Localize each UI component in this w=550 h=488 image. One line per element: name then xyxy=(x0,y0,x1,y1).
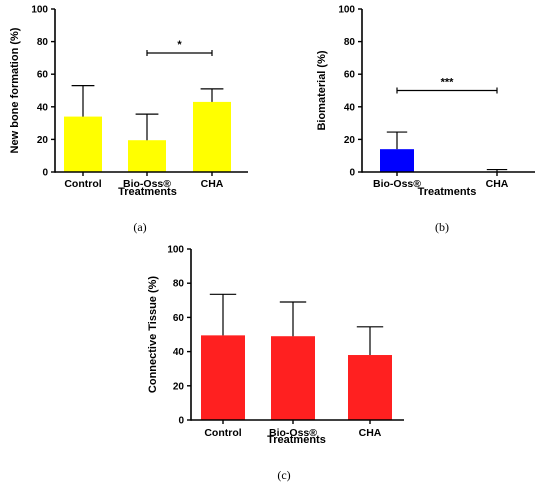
y-tick-label: 60 xyxy=(37,70,49,81)
bar-biooss xyxy=(271,336,315,420)
x-tick-label: CHA xyxy=(201,178,224,190)
x-tick-label: Bio-Oss® xyxy=(123,178,171,190)
x-tick-label: CHA xyxy=(359,427,382,439)
y-tick-label: 80 xyxy=(37,37,49,48)
y-tick-label: 100 xyxy=(338,5,355,16)
panel-c-connective-tissue-chart: 0 20 40 60 80 100 Control Bio-Oss® CHA Connective… xyxy=(147,245,404,482)
y-tick-label: 40 xyxy=(37,102,49,113)
error-bar xyxy=(200,88,224,102)
significance-bracket xyxy=(396,87,498,94)
panel-label: (c) xyxy=(277,468,290,482)
significance-marker: * xyxy=(177,39,182,51)
x-axis-title: Treatments xyxy=(418,186,477,198)
x-axis-title: Treatments xyxy=(118,186,177,198)
x-axis-title: Treatments xyxy=(267,434,326,446)
significance-marker: *** xyxy=(441,77,455,89)
y-tick-label: 0 xyxy=(349,168,355,179)
bar-cha xyxy=(348,355,392,420)
panel-label: (b) xyxy=(435,220,449,234)
bar-biooss xyxy=(128,140,166,172)
y-tick-label: 60 xyxy=(173,313,185,324)
y-tick-label: 80 xyxy=(173,279,185,290)
y-tick-label: 100 xyxy=(31,5,48,16)
y-tick-label: 40 xyxy=(344,102,356,113)
x-tick-label: Bio-Oss® xyxy=(269,427,317,439)
error-bar xyxy=(356,326,384,356)
bar-cha xyxy=(193,101,231,172)
error-bar xyxy=(209,293,237,336)
panel-b-biomaterial-chart: 0 20 40 60 80 100 Bio-Oss® CHA *** Biomaterial (%… xyxy=(316,5,535,234)
x-tick-label: CHA xyxy=(486,178,509,190)
y-tick-label: 40 xyxy=(173,347,185,358)
y-tick-label: 100 xyxy=(167,245,184,256)
y-tick-label: 60 xyxy=(344,70,356,81)
x-tick-label: Bio-Oss® xyxy=(373,178,421,190)
bar-control xyxy=(201,335,245,420)
error-bar xyxy=(386,131,408,150)
y-tick-label: 20 xyxy=(344,135,356,146)
y-axis-title: New bone formation (%) xyxy=(9,27,21,153)
y-tick-label: 20 xyxy=(173,381,185,392)
panel-a-new-bone-formation-chart: 0 20 40 60 80 100 Control Bio-Oss® CHA * New bone … xyxy=(9,5,248,234)
significance-bracket xyxy=(146,50,213,57)
y-tick-label: 80 xyxy=(344,37,356,48)
panel-label: (a) xyxy=(133,220,146,234)
x-tick-label: Control xyxy=(204,427,241,439)
error-bar xyxy=(135,113,159,141)
x-tick-label: Control xyxy=(64,178,101,190)
error-bar xyxy=(279,301,307,337)
bar-control xyxy=(64,116,102,172)
bar-biooss xyxy=(380,149,414,172)
y-axis-title: Biomaterial (%) xyxy=(316,50,328,130)
y-tick-label: 0 xyxy=(42,168,48,179)
y-tick-label: 0 xyxy=(178,416,184,427)
y-axis-title: Connective Tissue (%) xyxy=(147,276,159,393)
error-bar xyxy=(71,85,95,117)
y-tick-label: 20 xyxy=(37,135,49,146)
